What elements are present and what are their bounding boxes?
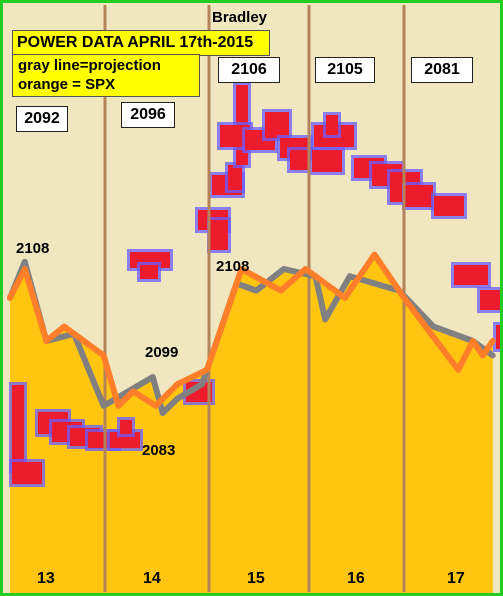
chart-title: POWER DATA APRIL 17th-2015 — [17, 34, 254, 51]
power-blob-7 — [120, 420, 132, 434]
annotation-2083: 2083 — [142, 442, 176, 459]
value-box-day15: 2106 — [218, 57, 280, 83]
power-blob-28 — [434, 196, 464, 216]
power-blob-22 — [312, 150, 342, 172]
spx-line — [7, 251, 496, 409]
power-blob-1 — [12, 462, 42, 484]
power-blob-0 — [12, 385, 24, 470]
x-tick-15: 15 — [247, 570, 265, 587]
power-blob-30 — [480, 290, 502, 310]
legend-projection: gray line=projection — [18, 57, 161, 74]
power-blob-20 — [290, 150, 308, 170]
value-box-day14: 2096 — [121, 102, 175, 128]
annotation-2108-mid: 2108 — [216, 258, 250, 275]
series-lines — [7, 251, 496, 416]
author-label: Bradley — [212, 9, 268, 26]
value-box-day13: 2092 — [16, 106, 68, 132]
power-blob-12 — [210, 220, 228, 250]
x-tick-16: 16 — [347, 570, 365, 587]
annotation-2108-left: 2108 — [16, 240, 50, 257]
legend-box: gray line=projection orange = SPX — [12, 54, 200, 97]
legend-spx: orange = SPX — [18, 76, 116, 93]
power-blob-18 — [265, 112, 289, 138]
power-blob-14 — [228, 165, 242, 190]
title-box: POWER DATA APRIL 17th-2015 — [12, 30, 270, 56]
annotation-2099: 2099 — [145, 344, 179, 361]
price-area-fill — [10, 254, 493, 596]
power-blob-31 — [496, 325, 503, 349]
power-blob-23 — [326, 115, 338, 135]
x-tick-14: 14 — [143, 570, 161, 587]
power-blob-9 — [140, 265, 158, 279]
value-box-day17: 2081 — [411, 57, 473, 83]
x-tick-13: 13 — [37, 570, 55, 587]
power-blob-27 — [405, 185, 433, 207]
power-blobs — [9, 82, 503, 487]
value-box-day16: 2105 — [315, 57, 375, 83]
area-under-projection — [10, 261, 493, 596]
x-tick-17: 17 — [447, 570, 465, 587]
power-blob-29 — [454, 265, 488, 285]
